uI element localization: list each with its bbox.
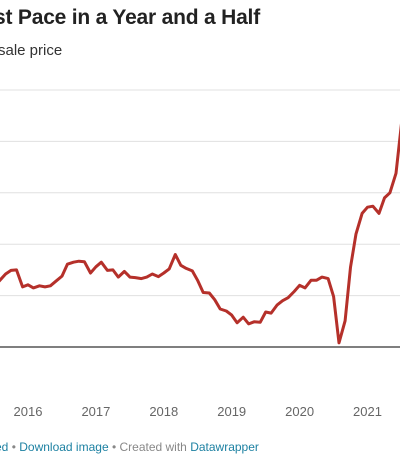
x-tick-label: 2020 (285, 404, 314, 419)
x-axis-ticks: 2016 2017 2018 2019 2020 2021 (14, 404, 382, 419)
chart-footer: ed • Download image • Created with Dataw… (0, 440, 259, 454)
x-tick-label: 2021 (353, 404, 382, 419)
chart-subtitle: sale price (0, 42, 63, 59)
series-line (0, 123, 400, 345)
x-tick-label: 2018 (149, 404, 178, 419)
x-tick-label: 2019 (217, 404, 246, 419)
footer-separator: • (8, 440, 20, 454)
x-tick-label: 2016 (14, 404, 43, 419)
download-image-link[interactable]: Download image (19, 440, 109, 454)
source-link[interactable]: ed (0, 440, 9, 454)
x-tick-label: 2017 (81, 404, 110, 419)
created-with-text: • Created with (108, 440, 191, 454)
datawrapper-link[interactable]: Datawrapper (190, 440, 259, 454)
gridlines (0, 89, 400, 348)
chart-title: st Pace in a Year and a Half (0, 6, 260, 29)
series-layer (0, 123, 400, 345)
